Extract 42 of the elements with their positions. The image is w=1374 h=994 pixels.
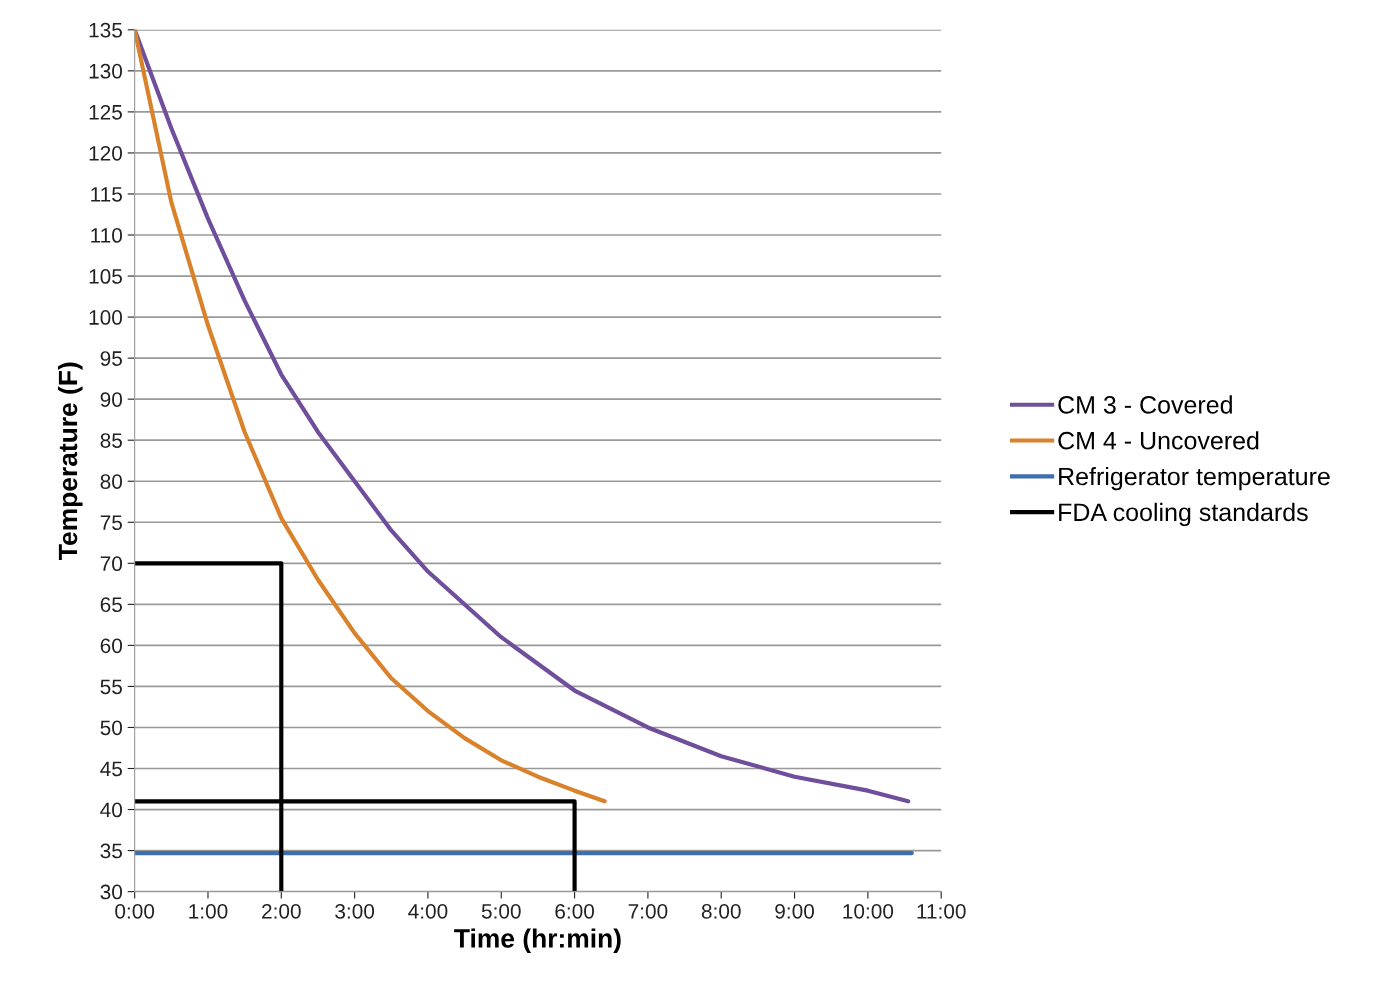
y-tick-label: 100 [89,310,123,325]
x-tick-label: 9:00 [775,903,815,919]
y-tick-label: 80 [100,474,123,489]
x-tick-label: 0:00 [115,903,155,919]
y-tick-label: 30 [100,884,123,900]
y-tick-label: 125 [89,104,122,120]
y-axis-title: Temperature (F) [57,362,83,560]
y-tick-label: 135 [89,22,122,38]
legend-label: CM 4 - Uncovered [1058,431,1259,450]
x-tick-label: 2:00 [262,903,301,919]
x-tick-label: 10:00 [843,903,894,919]
y-tick-label: 115 [91,187,122,202]
y-tick-label: 75 [100,515,122,531]
y-tick-label: 70 [100,556,123,572]
y-tick-label: 60 [100,638,123,654]
x-axis-title: Time (hr:min) [454,928,621,953]
line-series [134,29,911,804]
x-tick-label: 3:00 [335,903,375,919]
x-tick-label: 7:00 [628,903,668,919]
x-tick-label: 8:00 [701,903,741,919]
y-tick-label: 120 [89,145,123,161]
y-tick-label: 55 [100,679,122,695]
y-tick-label: 65 [100,597,122,613]
y-tick-label: 85 [100,433,122,448]
y-tick-label: 95 [100,351,122,366]
y-tick-label: 90 [100,392,123,407]
x-tick-label: 1:00 [189,903,228,919]
line-series [134,29,607,804]
y-tick-label: 50 [100,720,123,736]
x-tick-label: 5:00 [481,903,521,919]
y-tick-label: 40 [100,802,123,818]
y-tick-label: 110 [91,228,123,243]
y-tick-label: 130 [89,63,123,79]
y-tick-label: 105 [89,269,122,284]
legend-label: FDA cooling standards [1059,502,1308,527]
x-tick-label: 11:00 [917,903,966,919]
x-tick-label: 6:00 [555,903,595,919]
legend-label: CM 3 - Covered [1058,395,1232,414]
y-tick-label: 45 [100,761,122,777]
x-tick-label: 4:00 [408,903,448,919]
legend-label: Refrigerator temperature [1059,466,1330,491]
y-tick-label: 35 [100,843,122,859]
